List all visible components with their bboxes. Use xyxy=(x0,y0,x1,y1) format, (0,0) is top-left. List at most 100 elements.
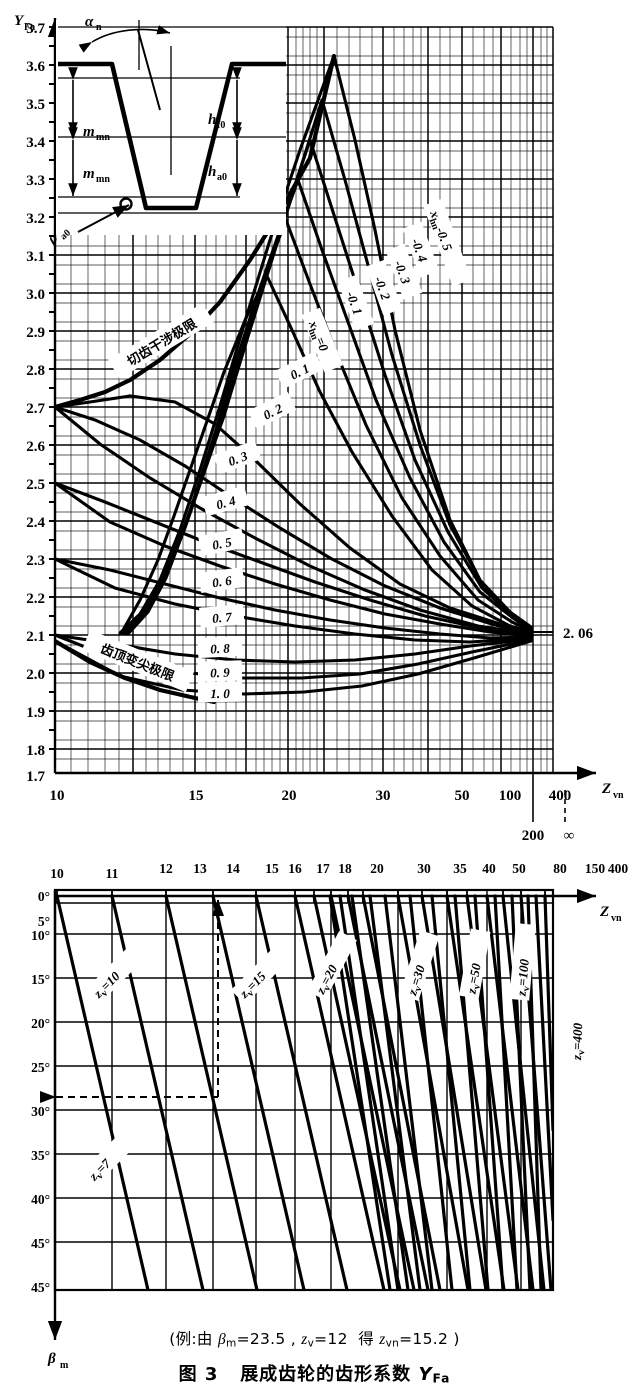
inset-label-hf0: h xyxy=(208,112,216,128)
svg-text:100: 100 xyxy=(499,788,522,804)
example-zvn: z xyxy=(379,1331,386,1348)
zv-symbol-400-sub: v xyxy=(576,1050,587,1055)
example-beta-sub: m xyxy=(226,1337,237,1350)
figure-title-symbol: Y xyxy=(418,1364,433,1385)
zv-value-30: 30 xyxy=(409,963,428,981)
inset-label-mmn-lower-sub: mn xyxy=(96,174,110,185)
lower-chart: 10 11 12 13 14 15 16 17 18 20 30 35 40 5… xyxy=(31,861,628,1371)
zv-symbol-30: z xyxy=(404,987,420,998)
svg-text:2.3: 2.3 xyxy=(26,553,45,569)
inset-label-alpha-sub: n xyxy=(96,22,102,33)
svg-text:35°: 35° xyxy=(31,1148,50,1163)
zv-value-100: 100 xyxy=(515,958,532,979)
svg-text:30°: 30° xyxy=(31,1104,50,1119)
tick-label-infinity: ∞ xyxy=(564,828,575,844)
zv-symbol-7-sub: v xyxy=(94,1171,105,1182)
lower-x-axis-title: Z xyxy=(599,904,609,920)
upper-y-ticks xyxy=(49,26,55,750)
svg-text:0°: 0° xyxy=(38,889,50,904)
svg-text:30: 30 xyxy=(417,861,431,876)
zv-symbol-20-sub: v xyxy=(321,984,333,994)
inset-label-mmn-lower: m xyxy=(83,166,95,182)
zv-value-50: 50 xyxy=(467,962,484,978)
figure-example-caption: (例:由 βm=23.5 , zv=12 得 zvn=15.2 ) xyxy=(0,1327,629,1349)
svg-text:2.7: 2.7 xyxy=(26,401,45,417)
svg-text:15: 15 xyxy=(189,788,204,804)
inset-label-ha0: h xyxy=(208,164,216,180)
lower-example-trace xyxy=(40,900,224,1103)
upper-y-axis-title: Y xyxy=(14,13,25,29)
curve-xhn-02 xyxy=(54,405,533,635)
upper-x-axis-title: Z xyxy=(601,781,611,797)
zv-symbol-400: z xyxy=(569,1054,584,1062)
svg-text:3.4: 3.4 xyxy=(26,135,45,151)
svg-text:17: 17 xyxy=(316,861,330,876)
zv-symbol-30-sub: v xyxy=(413,985,425,993)
example-zv-sub: v xyxy=(307,1337,315,1350)
svg-text:11: 11 xyxy=(106,866,119,881)
inset-alpha-arc xyxy=(78,25,171,53)
curve-xhn-05 xyxy=(54,481,533,638)
example-zvn-sub: vn xyxy=(385,1337,400,1350)
svg-text:18: 18 xyxy=(338,861,352,876)
svg-text:0. 4: 0. 4 xyxy=(215,493,238,513)
svg-text:zv=20: zv=20 xyxy=(312,962,343,999)
svg-text:3.6: 3.6 xyxy=(26,59,45,75)
svg-text:50: 50 xyxy=(455,788,470,804)
svg-text:切齿干涉极限: 切齿干涉极限 xyxy=(124,315,200,369)
svg-text:3.0: 3.0 xyxy=(26,287,45,303)
figure-title-symbol-sub: Fa xyxy=(432,1371,451,1386)
svg-text:400: 400 xyxy=(608,861,629,876)
tick-label-200: 200 xyxy=(522,828,545,844)
svg-text:15°: 15° xyxy=(31,972,50,987)
svg-text:40: 40 xyxy=(482,861,496,876)
svg-text:1. 0: 1. 0 xyxy=(210,686,230,701)
curve-xhn-07 xyxy=(54,557,533,644)
svg-text:zv=400: zv=400 xyxy=(569,1022,588,1061)
zv-symbol-15-sub: v xyxy=(245,988,256,999)
svg-text:20°: 20° xyxy=(31,1016,50,1031)
upper-x-axis-title-sub: vn xyxy=(613,790,624,801)
figure-number: 图 3 xyxy=(178,1364,219,1385)
example-eq2: =12 xyxy=(314,1330,348,1348)
svg-text:400: 400 xyxy=(549,788,572,804)
curve-xhn-08 xyxy=(54,633,533,664)
upper-y-axis-title-sub: Fa xyxy=(24,22,35,33)
svg-text:50: 50 xyxy=(512,861,526,876)
svg-text:3.1: 3.1 xyxy=(26,249,45,265)
svg-text:5°: 5° xyxy=(38,914,50,929)
svg-text:xhn=0: xhn=0 xyxy=(303,318,332,355)
curve-xhn-04 xyxy=(54,481,533,637)
svg-text:10°: 10° xyxy=(31,928,50,943)
svg-text:12: 12 xyxy=(159,861,173,876)
svg-text:2.9: 2.9 xyxy=(26,325,45,341)
svg-text:10: 10 xyxy=(50,788,65,804)
svg-text:45°: 45° xyxy=(31,1236,50,1251)
curve-xhn-10 xyxy=(54,639,533,696)
inset-rack-profile xyxy=(58,61,286,211)
lower-zv-labels: zv=7 zv=10 zv=15 xyxy=(80,923,588,1187)
lower-y-tick-labels: 0° 5° 10° 15° 20° 25° 30° 35° 40° 45° 45… xyxy=(31,889,50,1295)
svg-text:40°: 40° xyxy=(31,1192,50,1207)
example-eq1: =23.5 , xyxy=(236,1330,297,1348)
lower-x-tick-labels: 10 11 12 13 14 15 16 17 18 20 30 35 40 5… xyxy=(50,861,628,881)
curve-xhn-0-right xyxy=(265,274,533,634)
example-open: (例:由 xyxy=(169,1330,218,1348)
svg-text:0. 7: 0. 7 xyxy=(212,609,233,626)
inset-label-ha0-sub: a0 xyxy=(217,172,227,183)
upper-chart: 2. 06 xyxy=(14,13,624,844)
svg-text:14: 14 xyxy=(226,861,240,876)
zv-symbol-10-sub: v xyxy=(99,988,110,999)
svg-text:3.7: 3.7 xyxy=(26,21,45,37)
svg-text:2.8: 2.8 xyxy=(26,363,45,379)
svg-text:45°: 45° xyxy=(31,1280,50,1295)
series-symbol-sub: hn xyxy=(306,327,321,342)
svg-text:25°: 25° xyxy=(31,1060,50,1075)
svg-text:3.3: 3.3 xyxy=(26,173,45,189)
zv-symbol-50: z xyxy=(463,986,479,995)
svg-text:20: 20 xyxy=(370,861,384,876)
inset-tool-profile: m mn m mn h f0 h a0 α n ρ a0 xyxy=(44,14,286,248)
